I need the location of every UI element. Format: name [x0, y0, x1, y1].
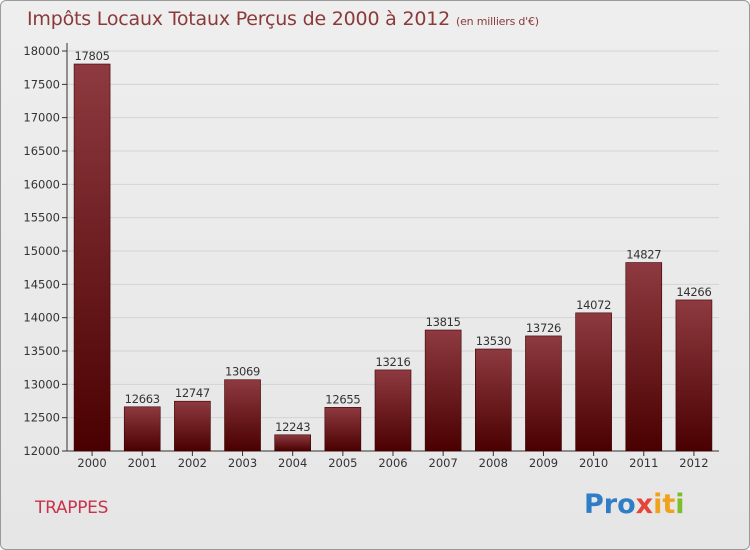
y-tick-label: 16500	[23, 144, 60, 158]
bars	[73, 63, 713, 452]
bar-2000	[73, 63, 111, 452]
y-tick-label: 12500	[23, 411, 60, 425]
x-tick-label: 2012	[679, 456, 708, 470]
y-tick-label: 16000	[23, 177, 60, 191]
bar-value-label: 13815	[426, 315, 461, 329]
bar-2005	[324, 407, 362, 452]
y-tick-label: 14500	[23, 277, 60, 291]
bar-value-label: 13530	[476, 334, 511, 348]
x-tick-label: 2005	[328, 456, 357, 470]
bar-2001	[123, 406, 161, 452]
bar-2006	[374, 369, 412, 452]
y-tick-label: 15500	[23, 211, 60, 225]
city-name: TRAPPES	[35, 498, 109, 518]
y-tick-label: 15000	[23, 244, 60, 258]
y-tick-label: 14000	[23, 311, 60, 325]
bar-2011	[625, 262, 663, 452]
bar-value-label: 12663	[125, 392, 160, 406]
bar-value-label: 14072	[576, 298, 611, 312]
bar-2004	[274, 434, 311, 452]
bar-value-label: 13216	[375, 355, 410, 369]
bar-value-label: 17805	[75, 49, 110, 63]
x-tick-label: 2007	[429, 456, 458, 470]
bar-value-label: 12655	[325, 392, 360, 406]
y-tick-label: 13000	[23, 377, 60, 391]
y-tick-label: 17000	[23, 111, 60, 125]
proxiti-logo: Proxiti	[584, 489, 685, 520]
bar-2007	[424, 329, 462, 452]
y-tick-label: 13500	[23, 344, 60, 358]
x-tick-label: 2009	[529, 456, 558, 470]
bar-value-label: 12243	[275, 420, 310, 434]
y-tick-labels: 12000 12500 13000 13500 14000 14500 15000 15500…	[23, 44, 60, 458]
bar-2009	[525, 335, 562, 452]
x-tick-label: 2006	[378, 456, 407, 470]
y-tick-label: 18000	[23, 44, 60, 58]
chart-title: Impôts Locaux Totaux Perçus de 2000 à 20…	[27, 8, 539, 30]
bar-value-label: 14266	[676, 285, 711, 299]
bar-2002	[174, 400, 211, 452]
x-tick-label: 2002	[178, 456, 207, 470]
bar-2008	[475, 348, 512, 452]
bar-value-labels: 17805 12663 12747 13069 12243 12655 13216 13815…	[75, 49, 712, 434]
bar-2012	[675, 299, 713, 452]
x-tick-label: 2010	[579, 456, 608, 470]
bar-value-label: 12747	[175, 386, 210, 400]
bar-2010	[575, 312, 612, 452]
x-tick-label: 2011	[629, 456, 658, 470]
y-tick-label: 17500	[23, 77, 60, 91]
x-tick-label: 2004	[278, 456, 307, 470]
x-tick-label: 2003	[228, 456, 257, 470]
bar-value-label: 14827	[626, 248, 661, 262]
bar-value-label: 13726	[526, 321, 561, 335]
chart-title-text: Impôts Locaux Totaux Perçus de 2000 à 20…	[27, 8, 451, 30]
x-tick-label: 2000	[77, 456, 106, 470]
x-tick-label: 2008	[479, 456, 508, 470]
x-tick-labels: 2000 2001 2002 2003 2004 2005 2006 2007 2008 2009…	[77, 456, 708, 470]
bar-2003	[224, 379, 261, 452]
x-tick-label: 2001	[128, 456, 157, 470]
y-tick-label: 12000	[23, 444, 60, 458]
bar-value-label: 13069	[225, 365, 260, 379]
chart-unit-note: (en milliers d'€)	[456, 15, 539, 28]
